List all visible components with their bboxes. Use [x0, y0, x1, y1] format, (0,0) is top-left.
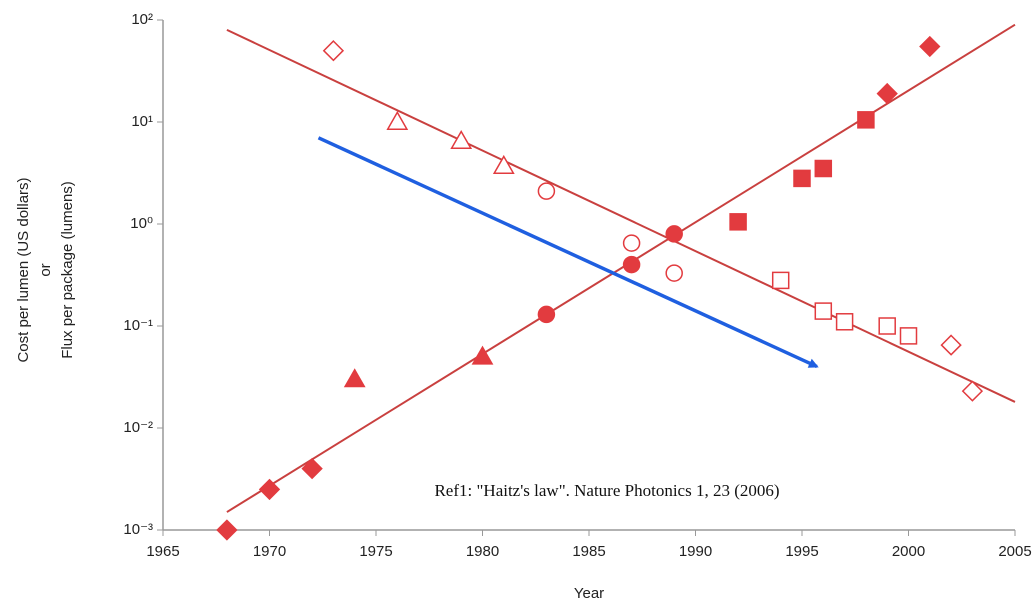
y-axis-label: Cost per lumen (US dollars): [15, 177, 32, 362]
point: [622, 234, 641, 252]
point: [876, 82, 898, 105]
point: [961, 380, 984, 402]
point: [793, 169, 811, 188]
fit-line: [226, 23, 1016, 513]
y-axis-label: or: [37, 263, 54, 276]
point: [450, 129, 473, 150]
point: [665, 264, 683, 282]
x-tick-label: 1980: [466, 543, 499, 560]
x-tick-label: 1975: [359, 543, 392, 560]
y-tick-label: 10⁻²: [123, 419, 153, 436]
x-tick-label: 1990: [679, 543, 712, 560]
y-tick-label: 10²: [131, 11, 153, 28]
y-tick-label: 10¹: [131, 113, 153, 130]
point: [899, 327, 918, 345]
point: [771, 271, 790, 290]
point: [537, 182, 556, 200]
point: [665, 225, 683, 243]
point: [492, 154, 515, 174]
y-tick-label: 10⁰: [130, 215, 153, 232]
x-tick-label: 1965: [146, 543, 179, 560]
point: [814, 159, 833, 178]
point: [471, 345, 494, 365]
x-tick-label: 1970: [253, 543, 286, 560]
point: [343, 368, 366, 388]
point: [940, 334, 962, 356]
point: [729, 213, 747, 231]
x-tick-label: 2000: [892, 543, 925, 560]
x-axis-label: Year: [574, 585, 604, 602]
point: [835, 313, 854, 331]
point: [322, 40, 345, 62]
x-tick-label: 2005: [998, 543, 1031, 560]
point: [857, 111, 875, 129]
x-tick-label: 1995: [785, 543, 818, 560]
point: [258, 478, 281, 501]
point: [216, 519, 238, 541]
point: [919, 35, 941, 58]
point: [537, 305, 556, 324]
point: [301, 457, 323, 480]
y-axis-label: Flux per package (lumens): [59, 181, 76, 359]
y-tick-label: 10⁻¹: [123, 317, 153, 334]
y-tick-label: 10⁻³: [123, 521, 153, 538]
point: [386, 110, 409, 130]
annotation: Ref1: "Haitz's law". Nature Photonics 1,…: [434, 481, 779, 500]
x-tick-label: 1985: [572, 543, 605, 560]
point: [878, 317, 896, 335]
point: [814, 302, 833, 320]
point: [622, 255, 641, 274]
fit-line: [226, 28, 1016, 403]
arrow: [317, 136, 819, 369]
